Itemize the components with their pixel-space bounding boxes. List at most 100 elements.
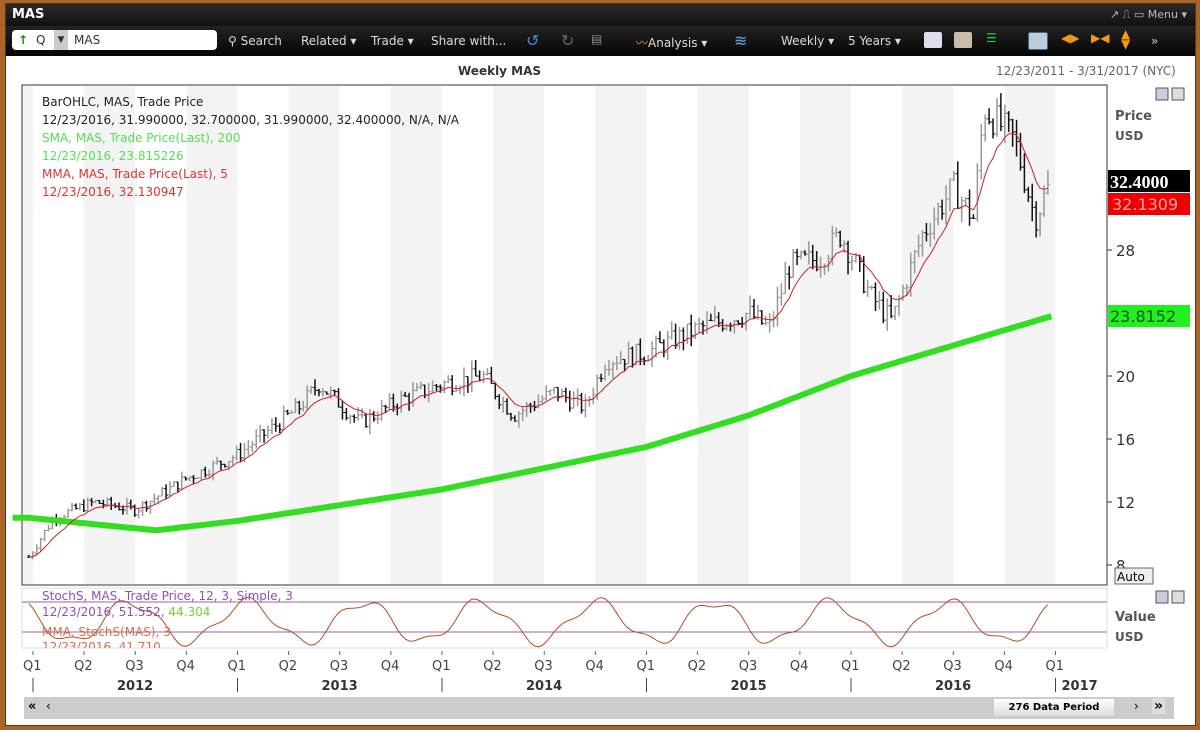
legend-mma-value: 12/23/2016, 32.130947 [42, 185, 184, 199]
window-title: MAS [12, 7, 45, 22]
last-price-label: 32.4000 [1110, 172, 1169, 192]
quarter-band [697, 86, 749, 584]
scrollbar[interactable]: « ‹ 276 Data Period › » [24, 697, 1174, 719]
folder-icon[interactable]: ▤ [591, 32, 603, 46]
quarter-band [186, 86, 238, 584]
scroll-next-button[interactable]: › [1134, 699, 1139, 713]
y-tick-label: 12 [1116, 494, 1135, 512]
close-pane-button[interactable] [1171, 87, 1185, 101]
x-year-label: 2013 [322, 679, 358, 694]
auto-scale-label: Auto [1117, 570, 1145, 584]
y-tick-label: 20 [1116, 368, 1135, 386]
price-axis-title: Price [1115, 109, 1152, 124]
x-quarter-label: Q3 [943, 659, 962, 674]
quarter-band [799, 86, 851, 584]
stoch-legend-title: StochS, MAS, Trade Price, 12, 3, Simple,… [42, 589, 293, 603]
sma-200-line [12, 313, 1053, 534]
last-price-badge [1108, 170, 1190, 192]
undo-icon[interactable]: ↺ [526, 31, 540, 50]
x-quarter-label: Q3 [330, 659, 349, 674]
x-year-label: 2016 [935, 679, 971, 694]
x-quarter-label: Q4 [790, 659, 809, 674]
x-quarter-label: Q3 [739, 659, 758, 674]
stoch-pane [21, 587, 1108, 649]
more-icon[interactable]: » [1151, 34, 1159, 48]
price-axis-unit: USD [1115, 129, 1143, 143]
share-button[interactable]: Share with... [431, 34, 507, 48]
trade-menu[interactable]: Trade ▾ [371, 34, 414, 48]
x-quarter-label: Q1 [23, 659, 42, 674]
analysis-icon: 〰 [636, 36, 649, 50]
security-input[interactable]: ↑ Q ▼ MAS [12, 30, 217, 50]
x-quarter-label: Q4 [994, 659, 1013, 674]
x-quarter-label: Q4 [176, 659, 195, 674]
mma-5-line [28, 132, 1049, 558]
x-year-label: 2015 [731, 679, 767, 694]
date-range: 12/23/2011 - 3/31/2017 (NYC) [996, 64, 1176, 78]
stoch-legend: StochS, MAS, Trade Price, 12, 3, Simple,… [42, 589, 293, 654]
value-axis-title: Value [1115, 610, 1156, 625]
stoch-close-button[interactable] [1171, 590, 1185, 604]
legend-ohlc-title: BarOHLC, MAS, Trade Price [42, 95, 203, 109]
x-quarter-label: Q1 [432, 659, 451, 674]
y-tick-label: 16 [1116, 431, 1135, 449]
x-quarter-label: Q4 [585, 659, 604, 674]
sma-price-badge [1108, 305, 1190, 327]
legend-ohlc-values: 12/23/2016, 31.990000, 32.700000, 31.990… [42, 113, 460, 127]
data-period-thumb[interactable]: 276 Data Period [994, 699, 1114, 716]
range-menu[interactable]: 5 Years ▾ [848, 34, 901, 48]
redo-icon[interactable]: ↻ [561, 31, 575, 50]
layout-icon[interactable] [1028, 32, 1048, 50]
auto-scale-button[interactable] [1114, 567, 1154, 585]
stoch-mma-title: MMA, StochS(MAS), 3 [42, 625, 171, 639]
quarter-band [902, 86, 954, 584]
analysis-menu[interactable]: 〰Analysis ▾ [636, 34, 707, 51]
compress-horizontal-icon[interactable]: ▶◀ [1091, 31, 1110, 45]
value-axis-unit: USD [1115, 630, 1143, 644]
scroll-last-button[interactable]: » [1152, 698, 1166, 714]
expand-vertical-icon[interactable]: ▲ ▼ [1121, 27, 1131, 51]
up-arrow-icon: ↑ [18, 33, 29, 47]
minimize-pane-button[interactable] [1155, 87, 1169, 101]
x-quarter-label: Q1 [841, 659, 860, 674]
related-menu[interactable]: Related ▾ [301, 34, 357, 48]
x-year-label: 2014 [526, 679, 562, 694]
scroll-first-button[interactable]: « [28, 699, 37, 714]
price-legend: BarOHLC, MAS, Trade Price 12/23/2016, 31… [42, 95, 460, 199]
legend-sma-value: 12/23/2016, 23.815226 [42, 149, 184, 163]
market-field[interactable]: Q [36, 33, 46, 47]
ticker-field[interactable]: MAS [74, 33, 101, 47]
sma-price-label: 23.8152 [1110, 307, 1176, 326]
legend-mma-title: MMA, MAS, Trade Price(Last), 5 [42, 167, 228, 181]
quarter-band [390, 86, 442, 584]
frequency-menu[interactable]: Weekly ▾ [781, 34, 835, 48]
chart-title: Weekly MAS [458, 64, 542, 78]
legend-sma-title: SMA, MAS, Trade Price(Last), 200 [42, 131, 240, 145]
quarter-band [493, 86, 545, 584]
stoch-legend-values: 12/23/2016, 51.552, 44.304 [42, 605, 210, 619]
mma-price-label: 32.1309 [1112, 195, 1178, 214]
y-tick-label: 8 [1116, 557, 1126, 575]
quarter-band [288, 86, 340, 584]
expand-horizontal-icon[interactable]: ◀▶ [1061, 31, 1080, 45]
title-bar: MAS ↗ ⎍ ▭ Menu ▾ [6, 4, 1195, 26]
search-button[interactable]: ⚲ Search [228, 34, 282, 48]
x-quarter-label: Q2 [892, 659, 911, 674]
chart-type-icon[interactable] [954, 32, 972, 48]
x-quarter-label: Q1 [228, 659, 247, 674]
stoch-minimize-button[interactable] [1155, 590, 1169, 604]
toolbar: ↑ Q ▼ MAS ⚲ Search Related ▾ Trade ▾ Sha… [6, 26, 1195, 56]
waves-icon[interactable]: ≋ [734, 31, 748, 50]
scroll-prev-button[interactable]: ‹ [46, 699, 51, 713]
line-chart-icon[interactable] [924, 32, 942, 48]
x-quarter-label: Q3 [534, 659, 553, 674]
x-quarter-label: Q2 [74, 659, 93, 674]
x-quarter-label: Q1 [1046, 659, 1065, 674]
chevron-down-icon[interactable]: ▼ [54, 30, 68, 50]
x-quarter-label: Q2 [279, 659, 298, 674]
indicator-icon[interactable]: ☰ [986, 31, 997, 45]
window-controls[interactable]: ↗ ⎍ ▭ Menu ▾ [1109, 8, 1187, 21]
x-quarter-label: Q1 [637, 659, 656, 674]
x-quarter-label: Q3 [125, 659, 144, 674]
quarter-band [1004, 86, 1056, 584]
